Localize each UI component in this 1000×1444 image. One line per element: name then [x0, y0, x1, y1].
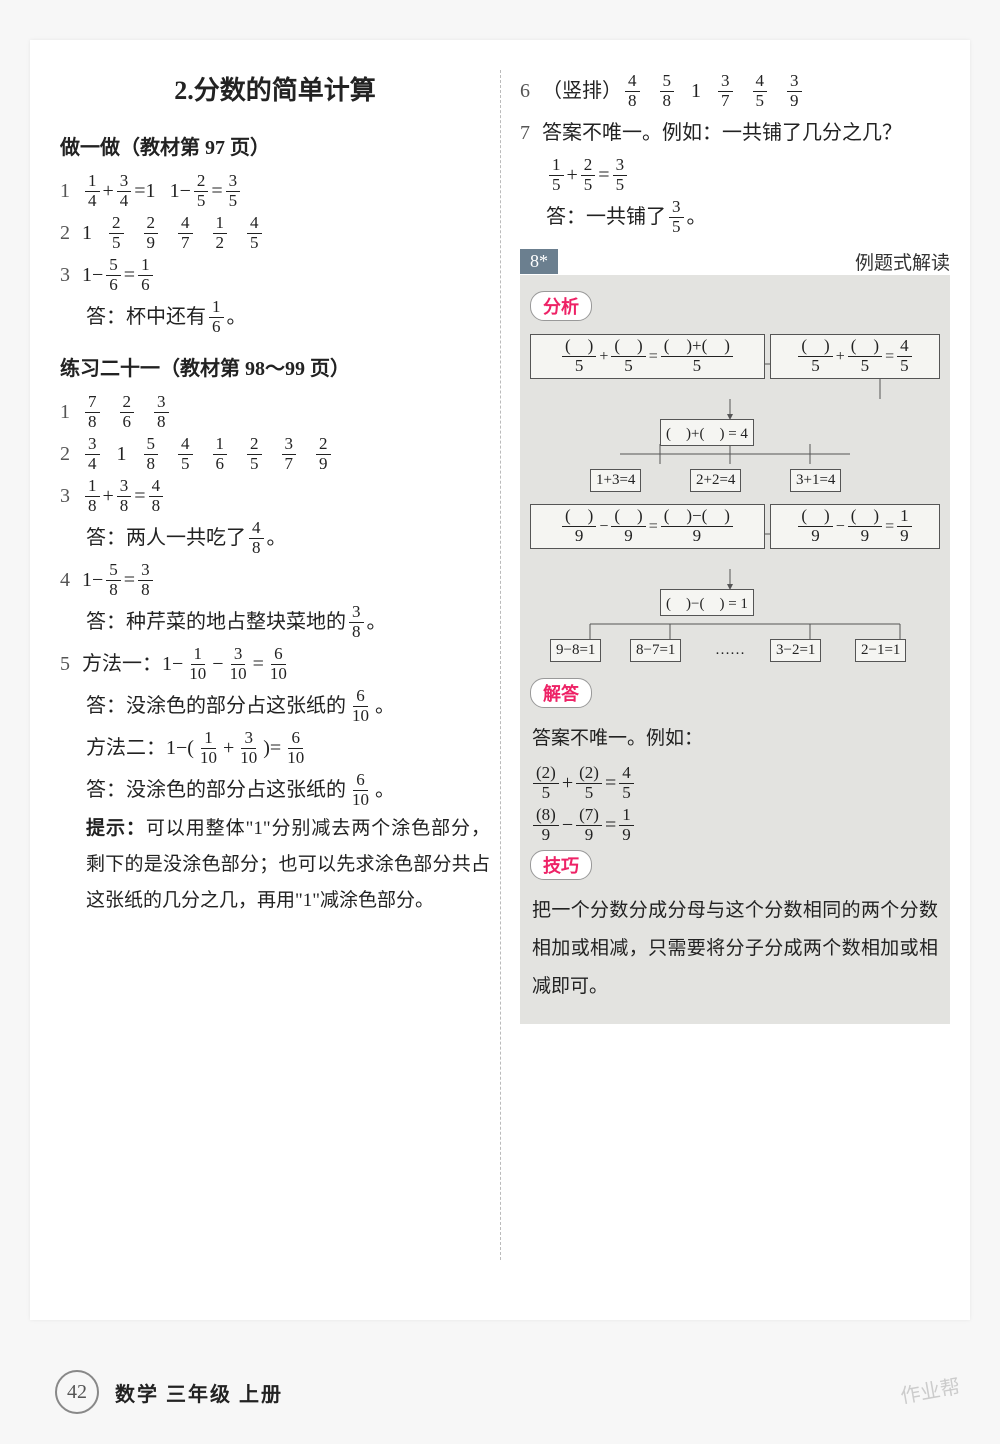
flow-box: ( )5+( )5=( )+( )5	[530, 334, 765, 379]
q1: 1 14+ 34 =1 1− 25= 35	[60, 170, 490, 212]
p5-ans1: 答：没涂色的部分占这张纸的 610 。	[60, 685, 490, 727]
page: 2.分数的简单计算 做一做（教材第 97 页） 1 14+ 34 =1 1− 2…	[30, 40, 970, 1320]
p5-m1: 5 方法一： 1− 110− 310= 610	[60, 643, 490, 685]
page-number: 42	[55, 1370, 99, 1414]
q3-answer: 答：杯中还有 16 。	[60, 296, 490, 338]
fraction: 35	[226, 172, 241, 210]
q3: 3 1− 56= 16	[60, 254, 490, 296]
right-column: 6 （竖排） 48 58 1 37 45 39 7 答案不唯一。例如：一共铺了几…	[505, 70, 950, 1300]
q8-header: 8* 例题式解读	[520, 248, 950, 275]
p4: 4 1− 58= 38	[60, 559, 490, 601]
p3: 3 18+ 38= 48	[60, 475, 490, 517]
tip-pill: 技巧	[530, 850, 592, 880]
flow-box: ( )+( ) = 4	[660, 419, 754, 446]
q8-tag: 8*	[520, 249, 558, 274]
solve-eq2: (8)9− (7)9= 19	[530, 804, 940, 846]
solve-intro: 答案不唯一。例如：	[530, 716, 940, 762]
flow-leaf: 9−8=1	[550, 639, 601, 662]
fraction: 25	[194, 172, 209, 210]
p5-m2: 方法二： 1−( 110 + 310 )= 610	[60, 727, 490, 769]
left-column: 2.分数的简单计算 做一做（教材第 97 页） 1 14+ 34 =1 1− 2…	[60, 70, 505, 1300]
p5-hint: 提示：可以用整体"1"分别减去两个涂色部分，剩下的是没涂色部分；也可以先求涂色部…	[60, 811, 490, 919]
flow-leaf: 3+1=4	[790, 469, 841, 492]
flow-box: ( )−( ) = 1	[660, 589, 754, 616]
fraction: 14	[85, 172, 100, 210]
flow-leaf: 3−2=1	[770, 639, 821, 662]
analysis-box: 分析 ( )5+( )5=( )+( )5 ( )5+( )5=	[520, 275, 950, 1024]
p2: 2 34 1 58 45 16 25 37 29	[60, 433, 490, 475]
tip-text: 把一个分数分成分母与这个分数相同的两个分数相加或相减，只需要将分子分成两个数相加…	[530, 888, 940, 1010]
q7-answer: 答：一共铺了 35 。	[520, 196, 950, 238]
analysis-pill: 分析	[530, 291, 592, 321]
q2: 2 1 25 29 47 12 45	[60, 212, 490, 254]
p5-ans2: 答：没涂色的部分占这张纸的 610 。	[60, 769, 490, 811]
page-title: 2.分数的简单计算	[60, 70, 490, 107]
q-number: 2	[60, 212, 82, 254]
flow-box: ( )9−( )9=( )−( )9	[530, 504, 765, 549]
solve-pill: 解答	[530, 678, 592, 708]
flow-leaf: 1+3=4	[590, 469, 641, 492]
watermark: 作业帮	[898, 1370, 962, 1409]
section-heading: 练习二十一（教材第 98～99 页）	[60, 352, 490, 381]
q7: 7 答案不唯一。例如：一共铺了几分之几？	[520, 112, 950, 154]
flow-box: ( )5+( )5=45	[770, 334, 940, 379]
p1: 1 78 26 38	[60, 391, 490, 433]
flow-leaf: 2−1=1	[855, 639, 906, 662]
footer-text: 数学 三年级 上册	[115, 1378, 283, 1407]
q8-subtitle: 例题式解读	[855, 248, 950, 275]
p4-answer: 答：种芹菜的地占整块菜地的 38 。	[60, 601, 490, 643]
flowchart-add: ( )5+( )5=( )+( )5 ( )5+( )5=45 ( )+( ) …	[530, 329, 940, 499]
flowchart-sub: ( )9−( )9=( )−( )9 ( )9−( )9=19 ( )−( ) …	[530, 499, 940, 674]
q-number: 3	[60, 254, 82, 296]
solve-eq1: (2)5+ (2)5= 45	[530, 762, 940, 804]
flow-ellipsis: ……	[715, 642, 745, 659]
fraction: 34	[117, 172, 132, 210]
q6: 6 （竖排） 48 58 1 37 45 39	[520, 70, 950, 112]
p3-answer: 答：两人一共吃了 48 。	[60, 517, 490, 559]
q7-eq: 15+ 25= 35	[520, 154, 950, 196]
flow-box: ( )9−( )9=19	[770, 504, 940, 549]
flow-leaf: 2+2=4	[690, 469, 741, 492]
flow-leaf: 8−7=1	[630, 639, 681, 662]
section-heading: 做一做（教材第 97 页）	[60, 131, 490, 160]
page-footer: 42 数学 三年级 上册	[55, 1370, 283, 1414]
q-number: 1	[60, 170, 82, 212]
